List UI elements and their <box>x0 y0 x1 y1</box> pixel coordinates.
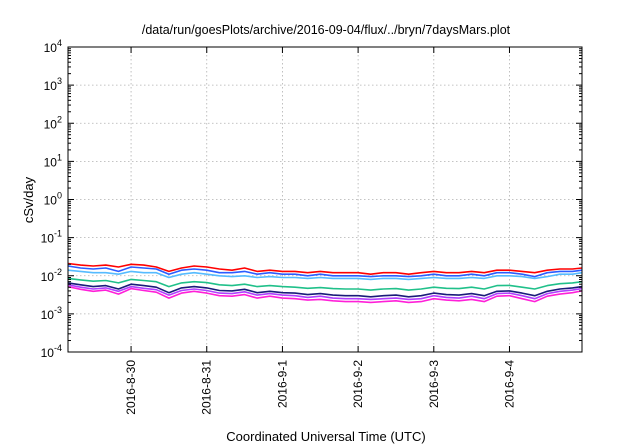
x-axis-title: Coordinated Universal Time (UTC) <box>226 429 425 444</box>
series-line-2 <box>67 265 583 278</box>
chart-title: /data/run/goesPlots/archive/2016-09-04/f… <box>142 23 511 37</box>
tick-layer <box>68 46 582 353</box>
y-tick-label-exponent: 1 <box>57 152 62 162</box>
series-line-4 <box>67 277 583 291</box>
x-tick-label: 2016-8-31 <box>200 360 214 415</box>
x-tick-label: 2016-8-30 <box>124 360 138 415</box>
label-layer: 10-410-310-210-11001011021031042016-8-30… <box>41 38 517 415</box>
series-line-5 <box>67 282 583 298</box>
x-tick-label: 2016-9-2 <box>351 360 365 408</box>
y-axis-title: cSv/day <box>21 176 36 223</box>
y-tick-label-base: 10 <box>41 232 55 246</box>
y-tick-label-exponent: -3 <box>54 305 62 315</box>
y-tick-label-exponent: 0 <box>57 191 62 201</box>
y-tick-label: 103 <box>44 76 62 93</box>
y-tick-label-base: 10 <box>44 155 58 169</box>
y-tick-label-exponent: -1 <box>54 229 62 239</box>
y-tick-label-exponent: -2 <box>54 267 62 277</box>
y-tick-label: 102 <box>44 114 62 131</box>
x-tick-label: 2016-9-3 <box>427 360 441 408</box>
y-tick-label-base: 10 <box>44 194 58 208</box>
series-layer <box>67 262 583 304</box>
y-tick-label-exponent: 2 <box>57 114 62 124</box>
y-tick-label: 10-3 <box>41 305 62 322</box>
series-line-3 <box>67 269 583 281</box>
y-tick-label-base: 10 <box>44 41 58 55</box>
x-tick-label: 2016-9-4 <box>502 360 516 408</box>
y-tick-label-exponent: 3 <box>57 76 62 86</box>
y-tick-label: 100 <box>44 191 62 208</box>
series-line-7 <box>67 285 583 304</box>
y-tick-label-base: 10 <box>41 346 55 360</box>
y-tick-label-base: 10 <box>44 79 58 93</box>
series-line-1 <box>67 262 583 276</box>
y-tick-label: 104 <box>44 38 62 55</box>
y-tick-label-base: 10 <box>41 270 55 284</box>
y-tick-label-base: 10 <box>41 308 55 322</box>
y-tick-label: 10-4 <box>41 343 62 360</box>
y-tick-label-exponent: -4 <box>54 343 62 353</box>
y-tick-label: 10-2 <box>41 267 62 284</box>
series-line-6 <box>67 284 583 301</box>
y-tick-label: 10-1 <box>41 229 62 246</box>
x-tick-label: 2016-9-1 <box>275 360 289 408</box>
y-tick-label: 101 <box>44 152 62 169</box>
grid-layer <box>68 47 582 352</box>
y-tick-label-exponent: 4 <box>57 38 62 48</box>
y-tick-label-base: 10 <box>44 117 58 131</box>
